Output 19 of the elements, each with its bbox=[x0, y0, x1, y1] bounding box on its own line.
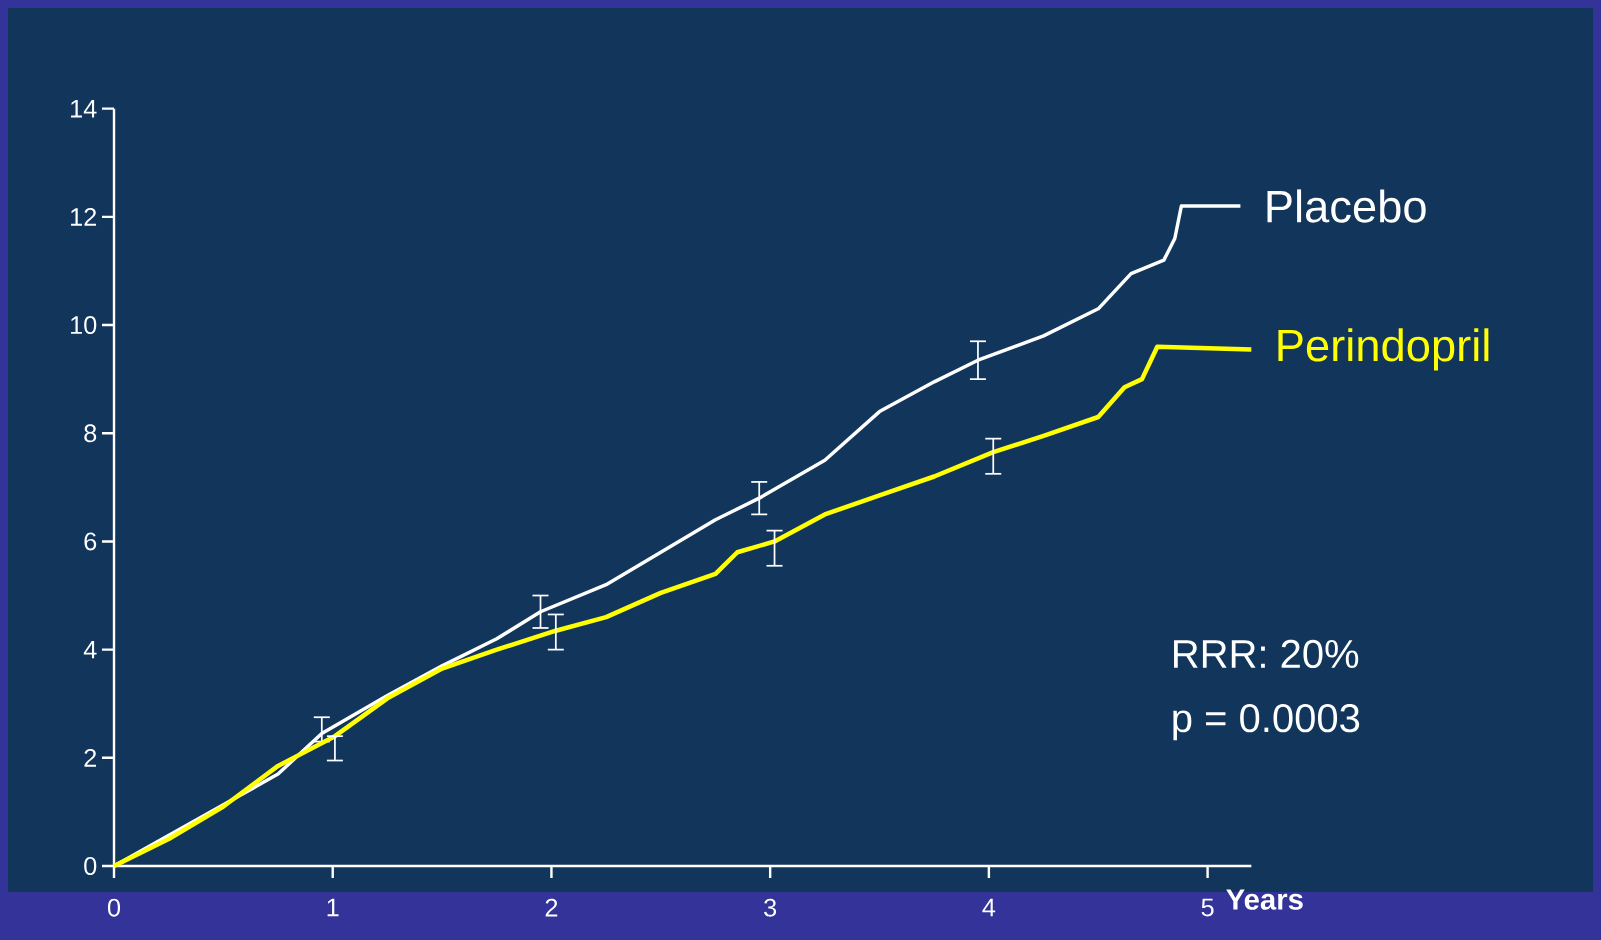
annotation: p = 0.0003 bbox=[1173, 703, 1360, 741]
series-label: Perindopril bbox=[1278, 328, 1489, 371]
y-tick-label: 10 bbox=[71, 316, 97, 335]
x-tick-label: 4 bbox=[982, 898, 996, 917]
y-tick-label: 4 bbox=[83, 640, 97, 659]
y-tick-label: 14 bbox=[71, 99, 97, 118]
y-tick-label: 0 bbox=[84, 857, 97, 875]
x-axis-title: Years bbox=[1226, 889, 1303, 910]
y-tick-label: 6 bbox=[84, 532, 97, 551]
x-tick-label: 0 bbox=[107, 898, 121, 917]
y-tick-label: 2 bbox=[84, 748, 97, 767]
y-tick-label: 12 bbox=[71, 208, 97, 226]
series-label: Placebo bbox=[1267, 189, 1426, 223]
x-tick-label: 1 bbox=[327, 898, 339, 917]
annotation: RRR: 20% bbox=[1174, 639, 1359, 669]
x-tick-label: 3 bbox=[764, 898, 777, 917]
x-tick-label: 5 bbox=[1201, 898, 1214, 917]
y-tick-label: 8 bbox=[84, 424, 97, 443]
x-tick-label: 2 bbox=[545, 898, 558, 917]
